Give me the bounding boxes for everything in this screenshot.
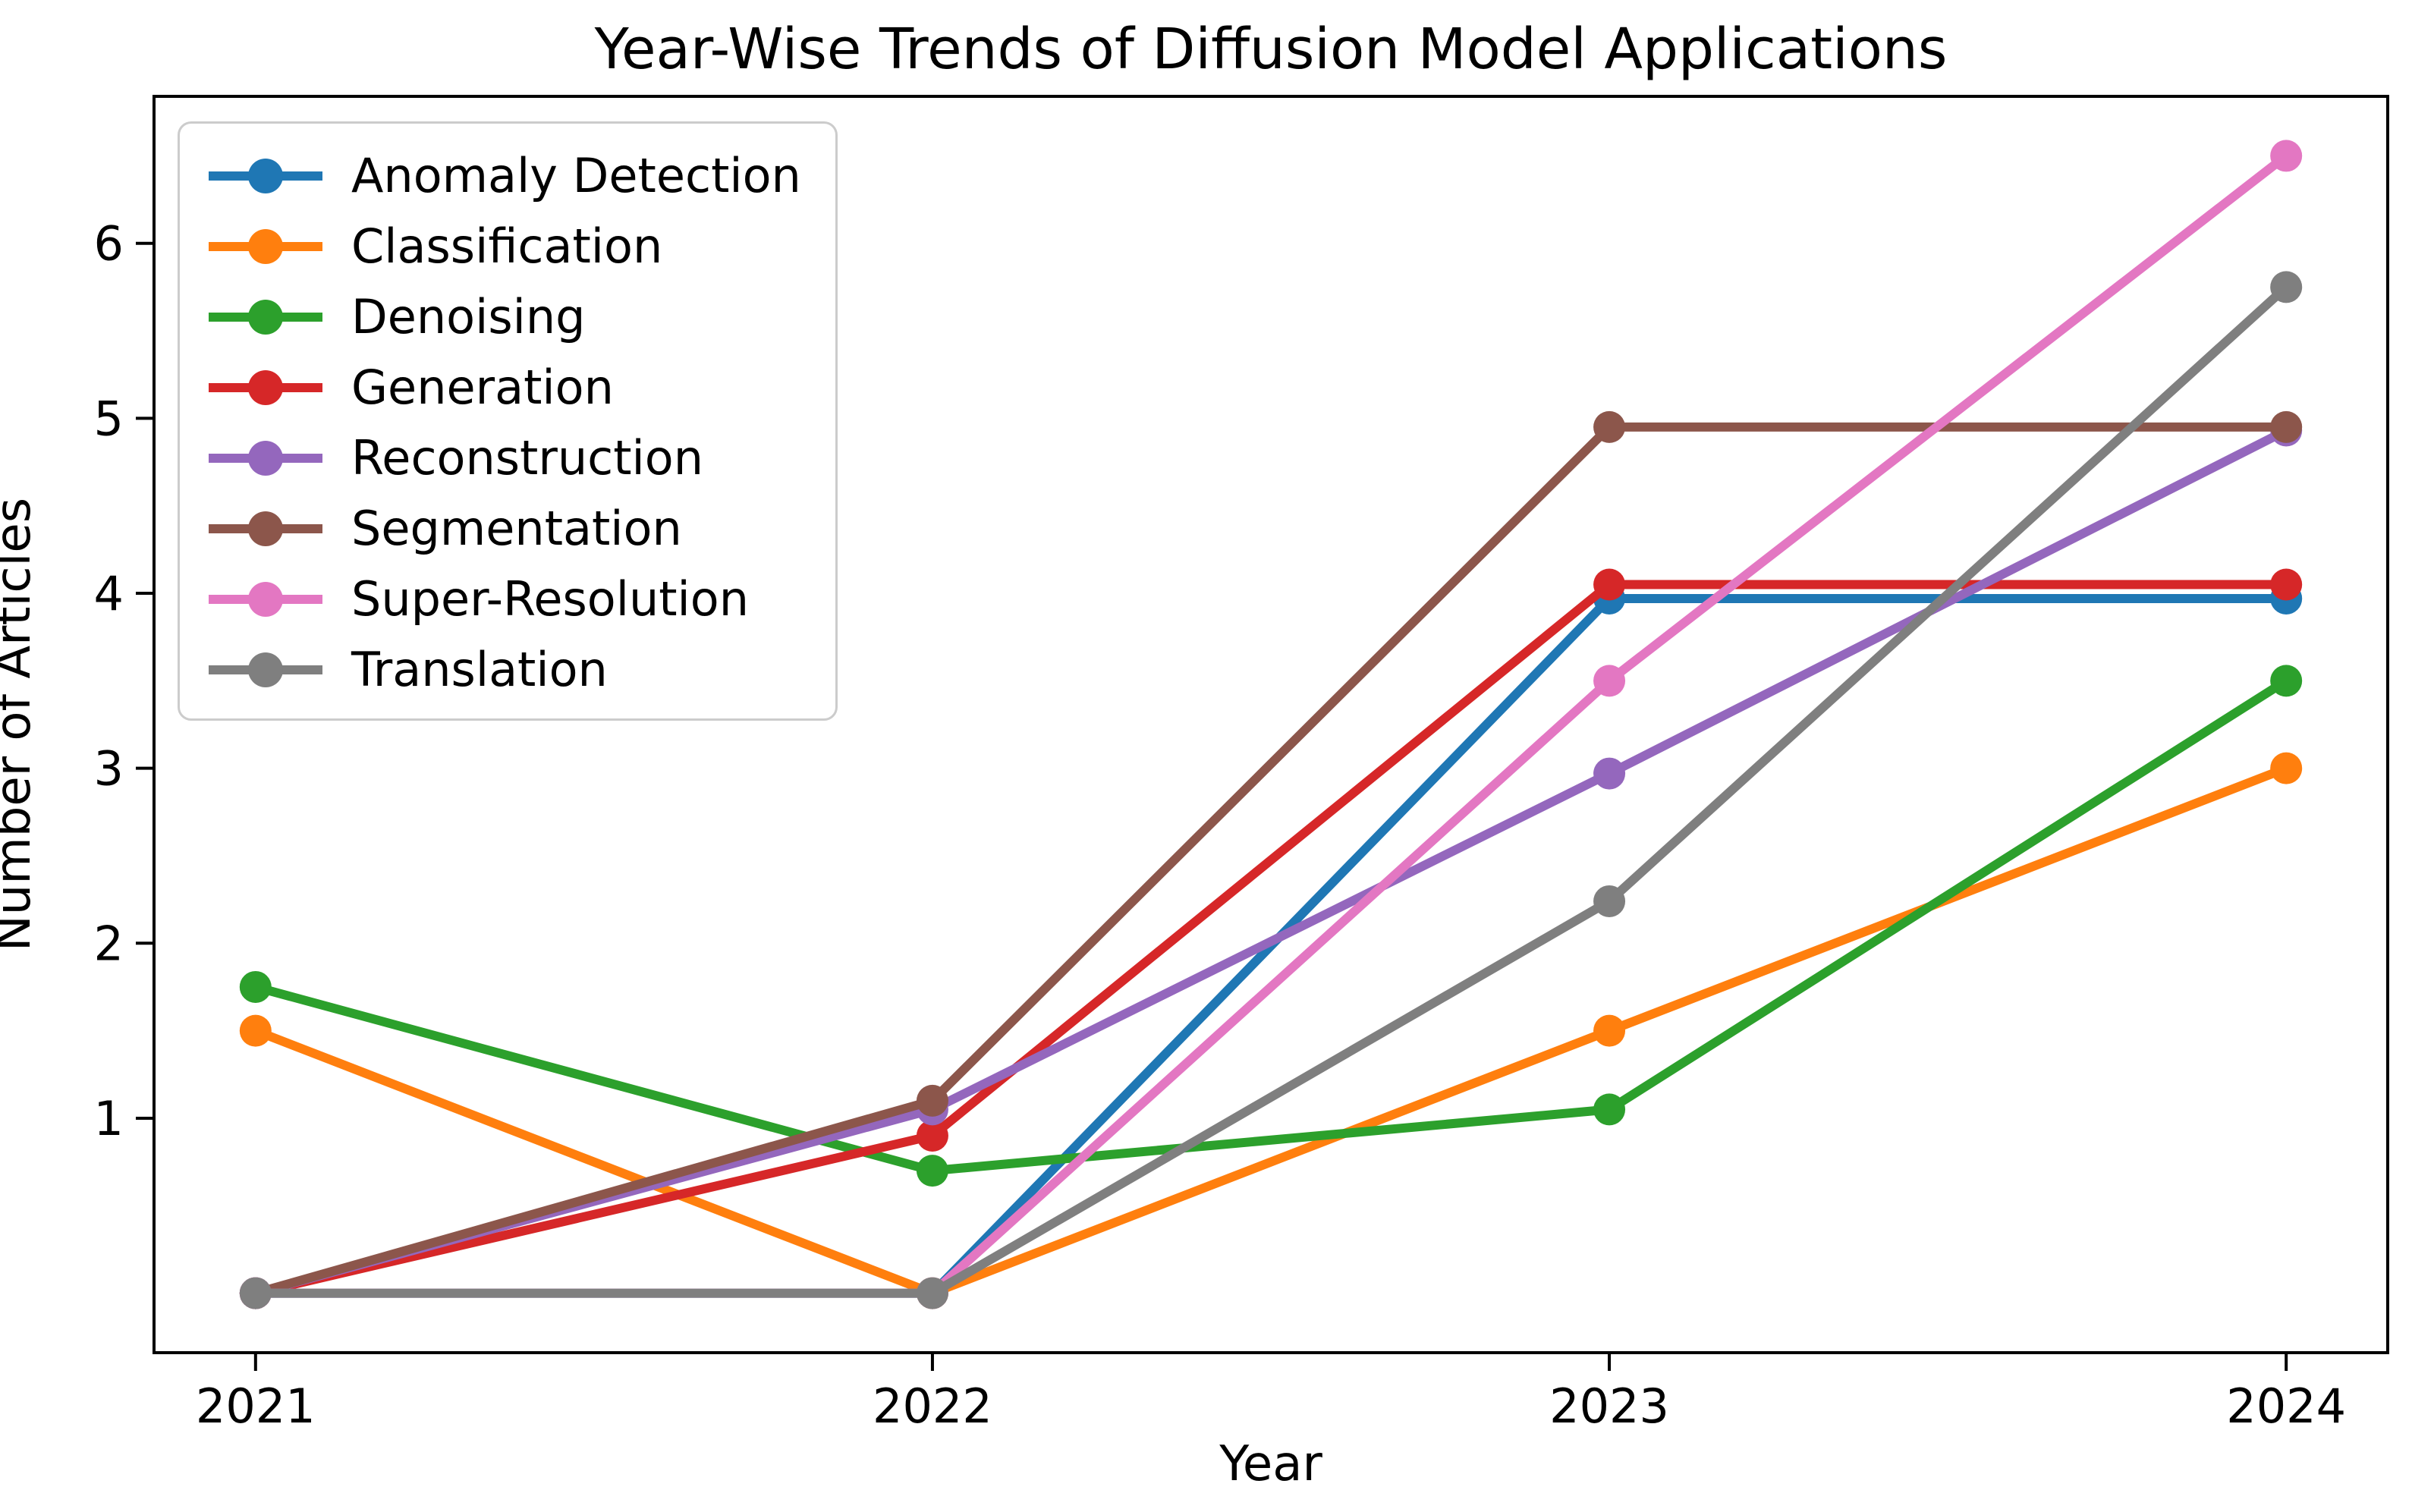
- series-line-generation: [250, 580, 2291, 1298]
- legend-entry-segmentation: Segmentation: [209, 493, 835, 564]
- legend-dot: [248, 652, 283, 687]
- x-axis-label: Year: [1219, 1436, 1322, 1492]
- series-line-denoising: [250, 676, 2291, 1176]
- chart-title: Year-Wise Trends of Diffusion Model Appl…: [594, 17, 1948, 82]
- data-point-translation-2024: [2270, 271, 2303, 303]
- data-point-classification-2024: [2270, 752, 2303, 784]
- data-point-translation-2022: [916, 1277, 948, 1309]
- x-tick-label: 2021: [196, 1378, 316, 1434]
- legend-entry-anomaly-detection: Anomaly Detection: [209, 140, 835, 211]
- legend-label: Reconstruction: [351, 430, 704, 486]
- legend-label: Generation: [351, 360, 614, 415]
- y-tick-label: 1: [94, 1091, 124, 1146]
- data-point-classification-2023: [1593, 1014, 1626, 1047]
- legend-marker-icon: [209, 581, 322, 617]
- legend-entry-super-resolution: Super-Resolution: [209, 564, 835, 634]
- legend-marker-icon: [209, 228, 322, 264]
- y-tick-label: 2: [94, 916, 124, 971]
- x-tick-label: 2022: [873, 1378, 992, 1434]
- data-point-denoising-2024: [2270, 665, 2303, 697]
- y-tick-label: 3: [94, 741, 124, 797]
- data-point-denoising-2022: [916, 1155, 948, 1187]
- legend-marker-icon: [209, 652, 322, 687]
- data-point-translation-2021: [239, 1277, 272, 1309]
- y-tick-label: 6: [94, 216, 124, 272]
- legend-dot: [248, 440, 283, 476]
- legend-entry-classification: Classification: [209, 211, 835, 281]
- x-tick-label: 2024: [2226, 1378, 2346, 1434]
- data-point-denoising-2021: [239, 970, 272, 1003]
- y-axis-label-text: Number of Articles: [0, 497, 42, 952]
- legend-dot: [248, 369, 283, 405]
- legend-dot: [248, 581, 283, 617]
- legend-label: Segmentation: [351, 501, 682, 556]
- legend-marker-icon: [209, 369, 322, 405]
- legend-entry-generation: Generation: [209, 352, 835, 423]
- axes-spines: [153, 95, 2389, 1354]
- legend-marker-icon: [209, 299, 322, 335]
- legend-marker-icon: [209, 440, 322, 476]
- x-tick-label: 2023: [1549, 1378, 1669, 1434]
- data-point-classification-2021: [239, 1014, 272, 1047]
- legend-dot: [248, 228, 283, 264]
- legend-entry-denoising: Denoising: [209, 281, 835, 352]
- legend-dot: [248, 511, 283, 546]
- legend-entry-reconstruction: Reconstruction: [209, 423, 835, 493]
- legend-dot: [248, 299, 283, 335]
- legend-marker-icon: [209, 511, 322, 546]
- legend-label: Denoising: [351, 289, 586, 344]
- legend-dot: [248, 158, 283, 193]
- series-line-segmentation: [250, 422, 2291, 1298]
- data-point-super-resolution-2024: [2270, 140, 2303, 172]
- data-point-generation-2023: [1593, 568, 1626, 601]
- legend-label: Anomaly Detection: [351, 148, 801, 203]
- series-line-translation: [250, 282, 2291, 1298]
- data-point-denoising-2023: [1593, 1093, 1626, 1126]
- legend-label: Super-Resolution: [351, 571, 750, 627]
- data-point-generation-2024: [2270, 568, 2303, 601]
- legend-label: Classification: [351, 218, 663, 274]
- y-tick-label: 4: [94, 566, 124, 621]
- legend-entry-translation: Translation: [209, 634, 835, 705]
- legend: Anomaly Detection Classification Denoising…: [178, 121, 838, 721]
- data-point-translation-2023: [1593, 885, 1626, 917]
- legend-label: Translation: [351, 642, 608, 697]
- legend-marker-icon: [209, 158, 322, 193]
- y-tick-label: 5: [94, 391, 124, 446]
- data-point-generation-2022: [916, 1120, 948, 1152]
- data-point-reconstruction-2023: [1593, 757, 1626, 790]
- data-point-segmentation-2022: [916, 1084, 948, 1117]
- data-point-segmentation-2023: [1593, 410, 1626, 443]
- data-point-segmentation-2024: [2270, 410, 2303, 443]
- data-point-super-resolution-2023: [1593, 665, 1626, 697]
